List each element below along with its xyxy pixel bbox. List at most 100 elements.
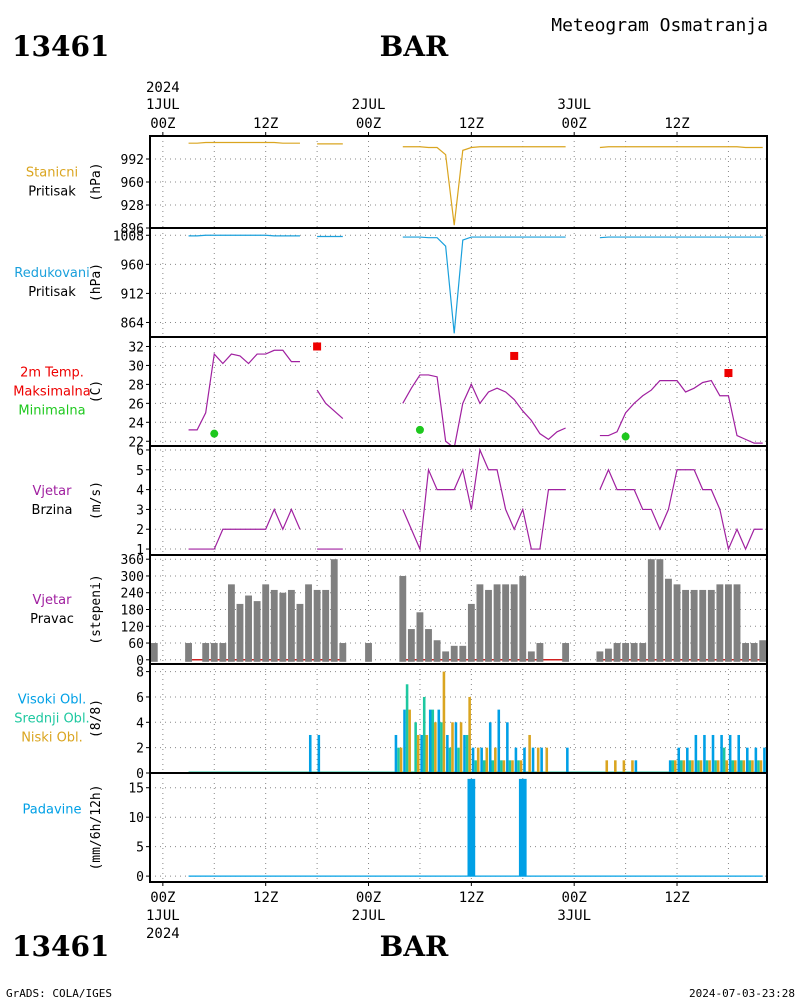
cloud-bar — [465, 734, 469, 773]
wind-dir-bar — [365, 643, 372, 662]
cloud-bar — [545, 747, 549, 773]
wind-dir-bar — [519, 575, 527, 662]
station-id-bottom: 13461 — [12, 930, 109, 963]
cloud-bar — [536, 747, 540, 773]
bottom-axis-hour: 00Z — [562, 890, 587, 906]
wind-dir-bar — [742, 643, 750, 662]
wind-dir-bar — [716, 584, 724, 662]
ytick-label: 300 — [121, 570, 144, 585]
series-line — [402, 374, 566, 446]
panel-ylabel: (stepeni) — [89, 574, 104, 644]
cloud-bar — [725, 760, 729, 773]
series-line — [599, 468, 763, 552]
panel-ylabel: (m/s) — [89, 481, 104, 520]
cloud-bar — [511, 760, 514, 773]
cloud-bar — [674, 760, 677, 773]
cloud-bar — [754, 747, 758, 773]
wind-dir-bar — [682, 589, 690, 662]
panel-label-line: Srednji Obl. — [14, 712, 89, 727]
ytick-label: 864 — [121, 316, 145, 331]
cloud-bar — [680, 760, 683, 773]
cloud-bar — [720, 734, 723, 773]
ytick-label: 32 — [128, 340, 144, 355]
wind-dir-bar — [630, 643, 638, 662]
cloud-bar — [474, 760, 477, 773]
wind-dir-bar — [673, 584, 681, 662]
panel-ylabel: (8/8) — [89, 699, 104, 738]
wind-dir-bar — [467, 603, 475, 662]
bottom-axis-date: 2JUL — [352, 908, 386, 924]
plot-area-reduced_pressure — [188, 234, 763, 334]
cloud-bar — [463, 734, 466, 773]
cloud-bar — [431, 709, 435, 773]
cloud-bar — [459, 722, 463, 773]
cloud-bar — [420, 734, 423, 773]
cloud-bar — [677, 747, 681, 773]
cloud-bar — [517, 760, 520, 773]
tmin-marker — [621, 432, 630, 441]
bottom-axis-hour: 12Z — [664, 890, 689, 906]
cloud-bar — [631, 760, 634, 773]
wind-dir-bar — [510, 584, 518, 662]
panel-label-line: Minimalna — [18, 404, 85, 419]
wind-dir-bar — [270, 589, 278, 662]
footer-credit: GrADS: COLA/IGES — [6, 987, 112, 1000]
panel-label-line: Vjetar — [33, 484, 73, 499]
panel-ylabel: (hPa) — [89, 263, 104, 302]
cloud-bar — [691, 760, 694, 773]
wind-dir-bar — [493, 584, 501, 662]
panel-frame — [149, 135, 768, 229]
top-axis-hour: 12Z — [664, 116, 689, 132]
wind-dir-bar — [416, 612, 424, 662]
ytick-label: 60 — [128, 637, 144, 652]
cloud-bar — [403, 709, 406, 773]
wind-dir-bar — [750, 643, 758, 662]
series-line — [188, 141, 300, 144]
ytick-label: 992 — [121, 153, 144, 168]
ytick-label: 360 — [121, 553, 144, 568]
wind-dir-bar — [185, 643, 192, 662]
cloud-bar — [746, 747, 749, 773]
panel-label-line: Brzina — [32, 503, 73, 518]
cloud-bar — [731, 760, 735, 773]
cloud-bar — [688, 760, 692, 773]
wind-dir-bar — [330, 559, 338, 662]
ytick-label: 22 — [128, 435, 144, 450]
wind-dir-bar — [425, 629, 432, 662]
ytick-label: 4 — [136, 484, 144, 499]
plot-area-wind_speed — [188, 447, 763, 552]
cloud-bar — [425, 734, 429, 773]
cloud-bar — [471, 747, 475, 773]
cloud-bar — [697, 760, 700, 773]
cloud-bar — [751, 760, 754, 773]
cloud-bar — [494, 747, 497, 773]
panel-station_pressure: 896 928 960 992 Stanicni Pritisak (hPa) — [26, 135, 768, 237]
cloud-bar — [446, 734, 449, 773]
cloud-bar — [422, 696, 426, 773]
series-line — [599, 379, 763, 444]
panel-ylabel: (mm/6h/12h) — [89, 784, 104, 870]
panel-label-line: Pritisak — [28, 185, 76, 200]
cloud-bar — [414, 722, 417, 773]
ytick-label: 6 — [136, 691, 144, 706]
ytick-label: 15 — [128, 782, 144, 797]
wind-dir-bar — [407, 629, 415, 662]
top-axis-hour: 12Z — [253, 116, 278, 132]
cloud-bar — [442, 671, 446, 773]
wind-dir-bar — [433, 640, 441, 662]
precip-bar — [518, 778, 527, 877]
ytick-label: 1008 — [113, 229, 144, 244]
cloud-bar — [497, 709, 501, 773]
wind-dir-bar — [699, 589, 707, 662]
cloud-bar — [500, 760, 503, 773]
panel-label-line: 2m Temp. — [20, 366, 84, 381]
series-line — [599, 236, 763, 239]
series-line — [599, 146, 763, 149]
panel-frame — [149, 336, 768, 447]
ytick-label: 928 — [121, 199, 144, 214]
cloud-bar — [566, 747, 569, 773]
cloud-bar — [605, 760, 609, 773]
ytick-label: 960 — [121, 176, 144, 191]
